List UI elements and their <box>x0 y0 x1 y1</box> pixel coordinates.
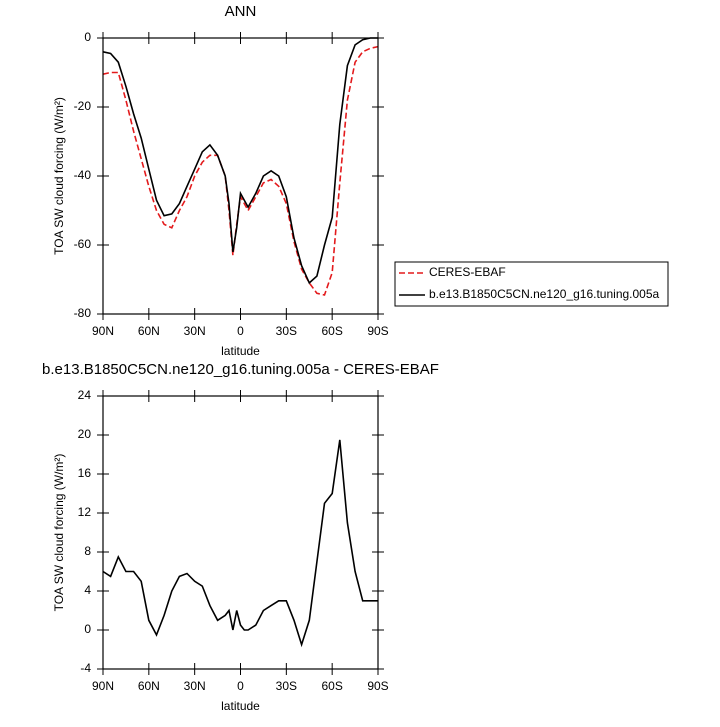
x-tick-label: 60S <box>321 324 342 338</box>
y-tick-label: -40 <box>74 168 92 182</box>
y-tick-label: 8 <box>84 544 91 558</box>
x-tick-label: 90N <box>92 324 114 338</box>
x-axis-label: latitude <box>221 344 260 358</box>
chart-title: b.e13.B1850C5CN.ne120_g16.tuning.005a - … <box>42 361 439 378</box>
x-tick-label: 90N <box>92 679 114 693</box>
y-tick-label: 20 <box>78 427 92 441</box>
chart-title: ANN <box>225 3 257 20</box>
y-axis-label: TOA SW cloud forcing (W/m²) <box>52 454 66 612</box>
y-tick-label: -60 <box>74 237 92 251</box>
x-tick-label: 90S <box>367 324 388 338</box>
x-tick-label: 30S <box>276 324 297 338</box>
x-tick-label: 30S <box>276 679 297 693</box>
y-tick-label: -80 <box>74 306 92 320</box>
plot-frame <box>102 395 379 670</box>
data-line <box>102 439 378 648</box>
y-axis-label: TOA SW cloud forcing (W/m²) <box>52 97 66 255</box>
x-tick-label: 30N <box>184 324 206 338</box>
x-tick-label: 60S <box>321 679 342 693</box>
x-tick-label: 0 <box>237 679 244 693</box>
legend-label: b.e13.B1850C5CN.ne120_g16.tuning.005a <box>429 287 660 301</box>
y-tick-label: 16 <box>78 466 92 480</box>
plot-frame <box>102 37 379 315</box>
x-tick-label: 90S <box>367 679 388 693</box>
legend-label: CERES-EBAF <box>429 265 506 279</box>
x-tick-label: 60N <box>138 324 160 338</box>
y-tick-label: 0 <box>84 30 91 44</box>
x-tick-label: 30N <box>184 679 206 693</box>
y-tick-label: -20 <box>74 99 92 113</box>
y-tick-label: 4 <box>84 583 91 597</box>
y-tick-label: -4 <box>80 661 91 675</box>
legend-box <box>394 261 669 307</box>
x-axis-label: latitude <box>221 699 260 713</box>
data-line <box>102 37 378 285</box>
y-tick-label: 0 <box>84 622 91 636</box>
data-line <box>102 45 379 296</box>
x-tick-label: 0 <box>237 324 244 338</box>
y-tick-label: 12 <box>78 505 92 519</box>
x-tick-label: 60N <box>138 679 160 693</box>
y-tick-label: 24 <box>78 388 92 402</box>
